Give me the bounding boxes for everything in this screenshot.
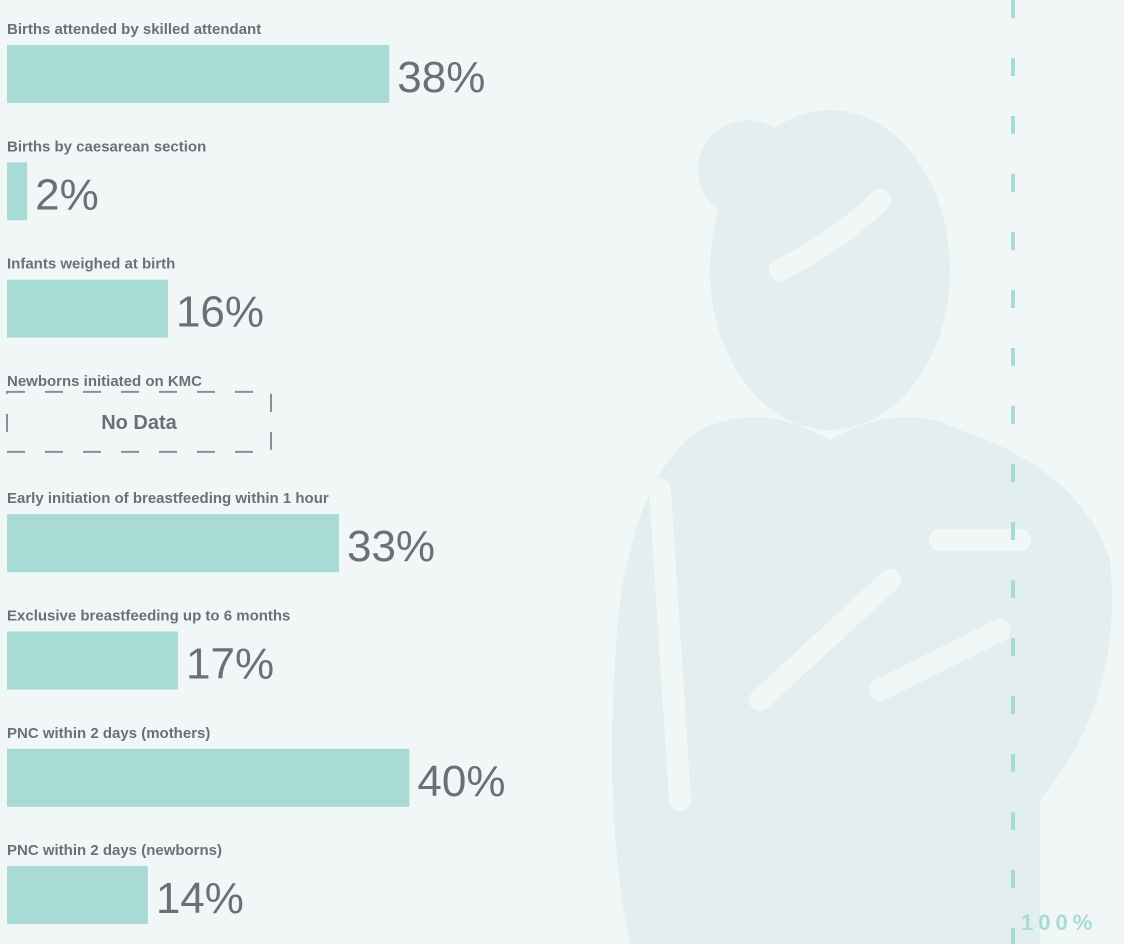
category-label: Exclusive breastfeeding up to 6 months [7, 608, 290, 625]
bar [7, 45, 390, 103]
bar [7, 162, 28, 221]
bar [7, 631, 179, 690]
category-label: Early initiation of breastfeeding within… [7, 490, 329, 507]
category-label: PNC within 2 days (newborns) [7, 842, 222, 859]
value-label: 14% [156, 874, 244, 923]
category-label: Births by caesarean section [7, 138, 206, 155]
value-label: 2% [35, 170, 99, 219]
value-label: 33% [347, 522, 435, 571]
category-label: Infants weighed at birth [7, 256, 175, 273]
category-label: Newborns initiated on KMC [7, 373, 202, 390]
value-label: 38% [397, 53, 485, 102]
x-tick-label: 100% [1021, 910, 1097, 935]
bar [7, 748, 410, 807]
silhouette-lines [649, 189, 1031, 811]
value-label: No Data [101, 412, 177, 434]
value-label: 40% [417, 757, 505, 806]
value-label: 17% [186, 640, 274, 689]
category-label: PNC within 2 days (mothers) [7, 725, 210, 742]
bar [7, 514, 339, 573]
category-label: Births attended by skilled attendant [7, 21, 261, 38]
no-data-box [6, 390, 272, 453]
bar [7, 866, 148, 925]
value-label: 16% [176, 288, 264, 337]
bar [7, 279, 168, 338]
mother-silhouette [612, 110, 1112, 944]
